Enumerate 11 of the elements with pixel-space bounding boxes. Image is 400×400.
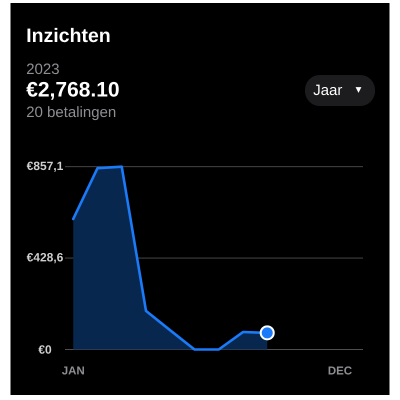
y-tick-label: €0: [38, 345, 52, 354]
text: Jaar: [313, 84, 342, 96]
chart-title: Inzichten: [28, 28, 110, 42]
y-tick-label: €428,6: [26, 252, 63, 264]
x-tick-label: JAN: [62, 366, 84, 375]
text: 20 betalingen: [26, 106, 116, 120]
chart-subtitle: 2023: [26, 64, 59, 74]
text: €2,768.10: [26, 82, 119, 100]
text: ▼: [356, 87, 362, 93]
y-tick-label: €857,1: [26, 162, 64, 172]
x-tick-label: DEC: [328, 366, 352, 375]
